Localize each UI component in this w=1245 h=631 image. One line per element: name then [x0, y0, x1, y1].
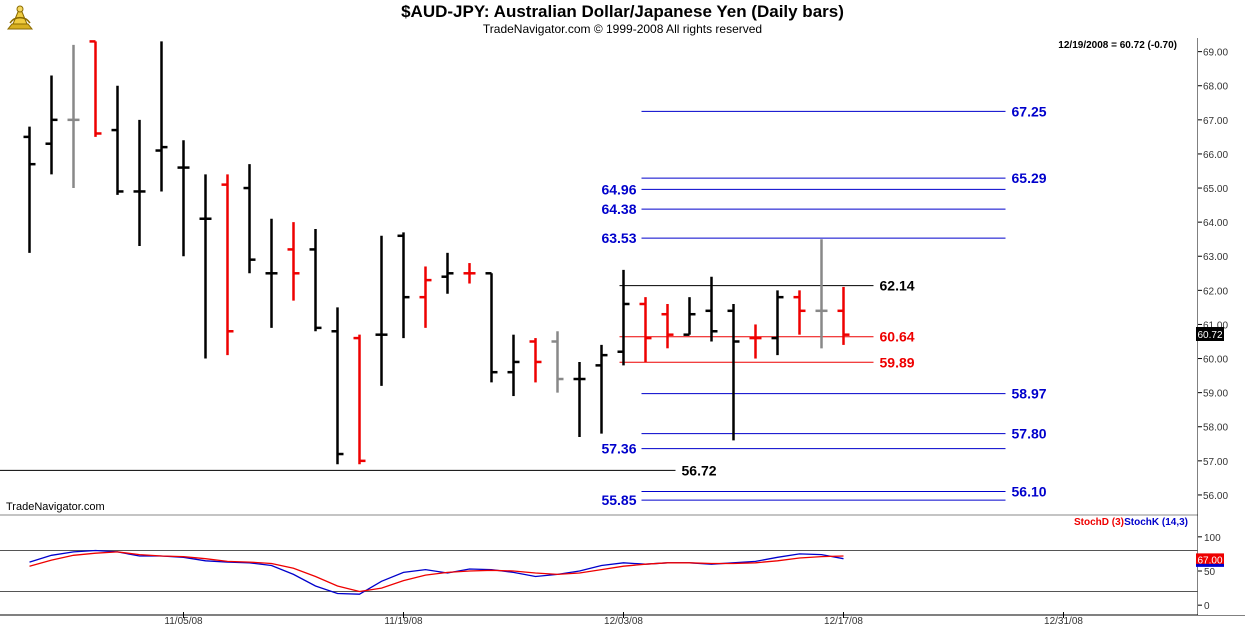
x-tick-label: 12/03/08 — [604, 616, 643, 627]
price-level-label: 55.85 — [601, 492, 636, 508]
stoch-series-line — [29, 551, 844, 593]
y-tick-label: 61.00 — [1203, 320, 1228, 331]
chart-subtitle: TradeNavigator.com © 1999-2008 All right… — [482, 22, 763, 36]
y-tick-label: 59.00 — [1203, 389, 1228, 400]
price-level-label: 65.29 — [1012, 170, 1047, 186]
watermark: TradeNavigator.com — [6, 501, 105, 513]
sextant-logo-icon — [6, 5, 34, 30]
y-tick-label: 64.00 — [1203, 218, 1228, 229]
chart-title: $AUD-JPY: Australian Dollar/Japanese Yen… — [401, 2, 844, 21]
price-level-label: 67.25 — [1012, 103, 1047, 119]
x-tick-label: 12/17/08 — [824, 616, 863, 627]
stoch-y-tick-label: 100 — [1204, 533, 1221, 544]
stoch-y-tick-label: 0 — [1204, 601, 1210, 612]
stoch-last-box — [1196, 553, 1224, 566]
y-tick-label: 62.00 — [1203, 286, 1228, 297]
chart-header: $AUD-JPY: Australian Dollar/Japanese Yen… — [0, 0, 1245, 38]
stoch-legend-item: StochK (14,3) — [1124, 517, 1188, 528]
price-level-label: 58.97 — [1012, 386, 1047, 402]
price-level-label: 56.10 — [1012, 484, 1047, 500]
y-tick-label: 68.00 — [1203, 82, 1228, 93]
y-tick-label: 69.00 — [1203, 48, 1228, 59]
price-level-label: 56.72 — [682, 462, 717, 478]
price-level-label: 63.53 — [601, 230, 636, 246]
last-price-label: 60.72 — [1197, 330, 1222, 341]
y-tick-label: 65.00 — [1203, 184, 1228, 195]
x-tick-label: 12/31/08 — [1044, 616, 1083, 627]
stoch-y-tick-label: 50 — [1204, 567, 1216, 578]
price-level-label: 64.96 — [601, 181, 636, 197]
y-tick-label: 57.00 — [1203, 457, 1228, 468]
x-tick-label: 11/05/08 — [164, 616, 203, 627]
y-tick-label: 56.00 — [1203, 491, 1228, 502]
last-price-box — [1196, 326, 1224, 341]
price-level-label: 64.38 — [601, 201, 636, 217]
price-level-label: 57.36 — [601, 441, 636, 457]
stoch-last-label: 67.00 — [1197, 555, 1222, 566]
price-level-label: 57.80 — [1012, 426, 1047, 442]
y-tick-label: 67.00 — [1203, 116, 1228, 127]
axis-background — [1198, 38, 1245, 615]
price-level-label: 60.64 — [880, 329, 915, 345]
y-tick-label: 63.00 — [1203, 252, 1228, 263]
x-tick-label: 11/19/08 — [384, 616, 423, 627]
price-level-label: 62.14 — [880, 278, 915, 294]
y-tick-label: 60.00 — [1203, 355, 1228, 366]
y-tick-label: 66.00 — [1203, 150, 1228, 161]
y-tick-label: 58.00 — [1203, 423, 1228, 434]
stoch-legend-item: StochD (3) — [1074, 517, 1124, 528]
price-readout: 12/19/2008 = 60.72 (-0.70) — [1058, 40, 1177, 51]
price-level-label: 59.89 — [880, 354, 915, 370]
